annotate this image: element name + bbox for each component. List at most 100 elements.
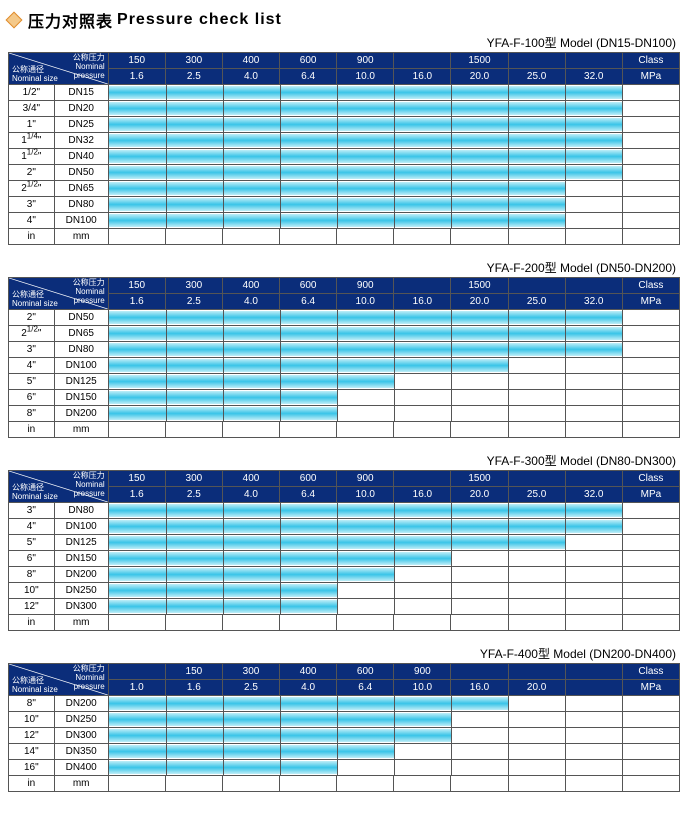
- footer-empty-cell: [280, 615, 337, 631]
- footer-empty-cell: [337, 615, 394, 631]
- pressure-bar: [109, 745, 394, 758]
- table-row: 11/2"DN40: [9, 149, 680, 165]
- footer-mm-cell: mm: [54, 422, 108, 438]
- class-header-cell: 900: [337, 278, 394, 294]
- mpa-header-cell: 2.5: [165, 69, 222, 85]
- page-title-en: Pressure check list: [117, 11, 282, 29]
- table-row: 12"DN300: [9, 728, 680, 744]
- mpa-header-cell: 1.6: [108, 487, 165, 503]
- size-inch-cell: 3": [9, 197, 55, 213]
- size-inch-cell: 8": [9, 696, 55, 712]
- size-inch-cell: 5": [9, 535, 55, 551]
- class-header-cell: 900: [337, 471, 394, 487]
- table-row: 6"DN150: [9, 390, 680, 406]
- class-header-cell: 600: [280, 471, 337, 487]
- pressure-bar: [109, 166, 622, 179]
- mpa-header-cell: 1.6: [108, 294, 165, 310]
- size-dn-cell: DN20: [54, 101, 108, 117]
- size-inch-cell: 6": [9, 390, 55, 406]
- class-header-cell: [565, 278, 622, 294]
- footer-empty-cell: [451, 615, 508, 631]
- class-header-cell: 400: [222, 53, 279, 69]
- page-title-row: 压力对照表 Pressure check list: [8, 8, 680, 32]
- class-header-cell: [394, 278, 451, 294]
- footer-empty-cell: [565, 422, 622, 438]
- mpa-header-cell: 25.0: [508, 487, 565, 503]
- footer-empty-cell: [622, 229, 679, 245]
- class-header-cell: [394, 471, 451, 487]
- mpa-header-cell: 20.0: [451, 69, 508, 85]
- size-inch-cell: 21/2": [9, 181, 55, 197]
- pressure-bar-cell: [108, 519, 679, 535]
- size-dn-cell: DN50: [54, 310, 108, 326]
- footer-empty-cell: [451, 422, 508, 438]
- footer-empty-cell: [337, 422, 394, 438]
- pressure-bar-cell: [108, 567, 679, 583]
- size-dn-cell: DN80: [54, 197, 108, 213]
- size-dn-cell: DN150: [54, 551, 108, 567]
- table-row: 5"DN125: [9, 535, 680, 551]
- pressure-bar: [109, 86, 622, 99]
- size-dn-cell: DN25: [54, 117, 108, 133]
- size-inch-cell: 16": [9, 760, 55, 776]
- size-dn-cell: DN125: [54, 535, 108, 551]
- size-inch-cell: 4": [9, 519, 55, 535]
- model-label: YFA-F-200型 Model (DN50-DN200): [8, 259, 680, 276]
- class-header-cell: [508, 664, 565, 680]
- model-label: YFA-F-400型 Model (DN200-DN400): [8, 645, 680, 662]
- corner-size-label: 公称通径Nominal size: [12, 676, 58, 694]
- pressure-bar: [109, 504, 622, 517]
- pressure-table-section: YFA-F-400型 Model (DN200-DN400) 公称压力Nomina…: [8, 645, 680, 792]
- class-header-cell: 400: [222, 471, 279, 487]
- size-dn-cell: DN250: [54, 583, 108, 599]
- footer-empty-cell: [565, 229, 622, 245]
- pressure-bar-cell: [108, 101, 679, 117]
- class-header-cell: 900: [394, 664, 451, 680]
- pressure-bar-cell: [108, 165, 679, 181]
- footer-empty-cell: [165, 615, 222, 631]
- footer-empty-cell: [508, 422, 565, 438]
- table-row: 5"DN125: [9, 374, 680, 390]
- pressure-bar-cell: [108, 181, 679, 197]
- class-header-cell: 150: [165, 664, 222, 680]
- class-header-cell: [508, 53, 565, 69]
- size-dn-cell: DN40: [54, 149, 108, 165]
- mpa-header-cell: [565, 680, 622, 696]
- class-header-cell: 900: [337, 53, 394, 69]
- pressure-bar-cell: [108, 213, 679, 229]
- footer-empty-cell: [108, 229, 165, 245]
- table-row: 3"DN80: [9, 342, 680, 358]
- table-row: 8"DN200: [9, 696, 680, 712]
- mpa-header-cell: 16.0: [394, 69, 451, 85]
- table-row: 2"DN50: [9, 165, 680, 181]
- footer-empty-cell: [451, 776, 508, 792]
- pressure-bar: [109, 375, 394, 388]
- mpa-header-cell: 2.5: [165, 294, 222, 310]
- pressure-bar-cell: [108, 149, 679, 165]
- page-title-cn: 压力对照表: [28, 8, 113, 32]
- footer-empty-cell: [280, 422, 337, 438]
- pressure-bar-cell: [108, 197, 679, 213]
- footer-empty-cell: [222, 615, 279, 631]
- pressure-bar: [109, 102, 622, 115]
- class-header-cell: 300: [165, 471, 222, 487]
- pressure-bar-cell: [108, 503, 679, 519]
- unit-footer-row: inmm: [9, 776, 680, 792]
- model-label: YFA-F-100型 Model (DN15-DN100): [8, 34, 680, 51]
- table-row: 4"DN100: [9, 213, 680, 229]
- class-unit-label: Class: [622, 664, 679, 680]
- pressure-bar-cell: [108, 744, 679, 760]
- size-inch-cell: 12": [9, 728, 55, 744]
- mpa-header-cell: 4.0: [222, 294, 279, 310]
- class-header-cell: [565, 53, 622, 69]
- mpa-header-cell: 10.0: [337, 69, 394, 85]
- footer-empty-cell: [622, 422, 679, 438]
- size-inch-cell: 11/2": [9, 149, 55, 165]
- footer-empty-cell: [108, 422, 165, 438]
- class-header-cell: [394, 53, 451, 69]
- pressure-bar-cell: [108, 535, 679, 551]
- mpa-header-cell: 6.4: [280, 294, 337, 310]
- size-dn-cell: DN65: [54, 326, 108, 342]
- corner-header: 公称压力Nominalpressure公称通径Nominal size: [9, 664, 109, 696]
- mpa-header-cell: 32.0: [565, 487, 622, 503]
